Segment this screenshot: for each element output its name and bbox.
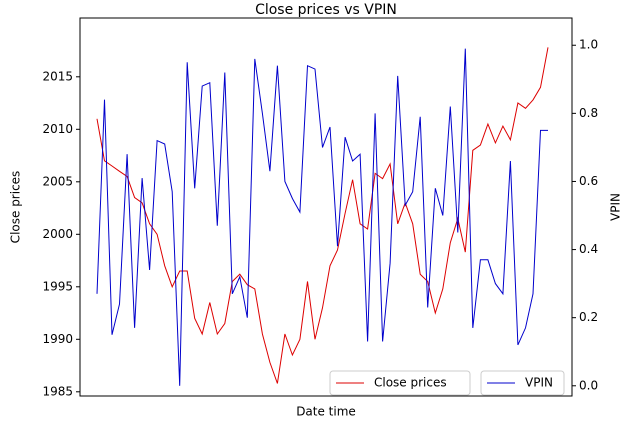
legend-box [329,370,471,396]
y-tick-label: 1985 [42,384,73,398]
y-tick-label: 2005 [42,174,73,188]
y2-tick-label: 0.4 [579,242,598,256]
plot-frame [79,17,573,397]
y-tick-label: 2000 [42,227,73,241]
line-series [96,47,549,384]
y2-tick-label: 1.0 [579,38,598,52]
line-series [96,48,548,386]
legend-box [480,370,565,396]
y2-tick-label: 0.0 [579,378,598,392]
y2-tick-label: 0.2 [579,310,598,324]
y-tick-label: 1995 [42,279,73,293]
y-tick-label: 1990 [42,332,73,346]
y2-axis-label: VPIN [609,193,623,221]
y-tick-label: 2010 [42,122,73,136]
y-tick-label: 2015 [42,69,73,83]
y2-tick-label: 0.6 [579,174,598,188]
legend-label: Close prices [374,376,447,390]
x-axis-label: Date time [296,405,356,419]
y-axis-label: Close prices [9,171,23,244]
chart-title: Close prices vs VPIN [255,2,397,18]
y2-tick-label: 0.8 [579,106,598,120]
legend-label: VPIN [525,376,553,390]
